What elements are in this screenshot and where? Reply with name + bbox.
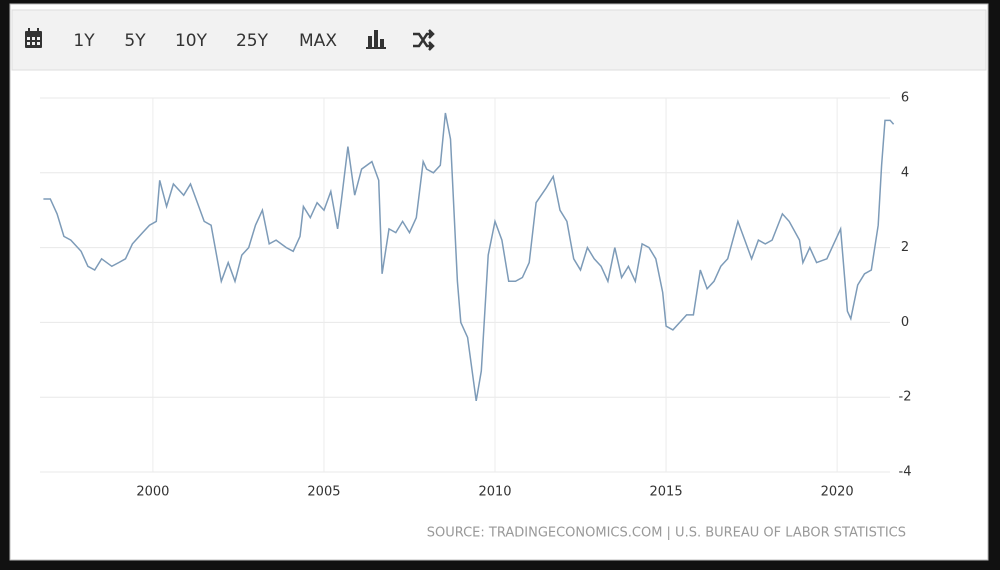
y-tick-label: -2 (899, 390, 912, 405)
y-tick-label: -4 (899, 465, 912, 480)
y-tick-label: 2 (901, 240, 909, 255)
shuffle-icon[interactable] (413, 29, 435, 51)
x-tick-label: 2005 (307, 485, 340, 500)
toolbar (11, 9, 987, 71)
range-button[interactable]: 25Y (236, 31, 269, 51)
x-tick-label: 2015 (650, 485, 683, 500)
y-tick-label: 6 (901, 91, 909, 106)
data-line (43, 112, 895, 402)
range-button[interactable]: MAX (299, 31, 337, 51)
range-button[interactable]: 5Y (124, 31, 146, 51)
y-tick-label: 0 (901, 315, 909, 330)
panel (9, 3, 989, 561)
calendar-icon[interactable] (25, 28, 42, 48)
range-button[interactable]: 10Y (175, 31, 208, 51)
x-tick-label: 2020 (821, 485, 854, 500)
y-tick-label: 4 (901, 165, 909, 180)
x-tick-label: 2010 (478, 485, 511, 500)
bar-chart-icon[interactable] (366, 30, 386, 49)
source-note: SOURCE: TRADINGECONOMICS.COM | U.S. BURE… (427, 526, 906, 541)
x-tick-label: 2000 (136, 485, 169, 500)
range-button[interactable]: 1Y (73, 31, 95, 51)
